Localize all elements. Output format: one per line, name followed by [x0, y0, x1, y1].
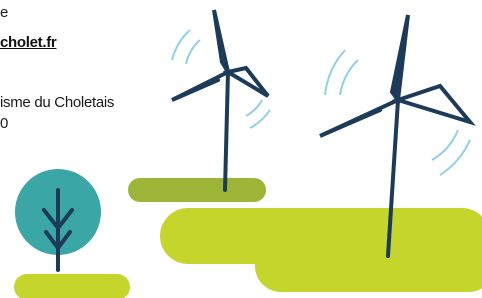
link[interactable]: cholet.fr [0, 34, 56, 51]
text-line: isme du Choletais [0, 94, 114, 111]
illustration [0, 0, 482, 298]
text-line: 0 [0, 115, 8, 132]
text-line: e [0, 4, 8, 21]
page: e cholet.fr isme du Choletais 0 [0, 0, 482, 298]
